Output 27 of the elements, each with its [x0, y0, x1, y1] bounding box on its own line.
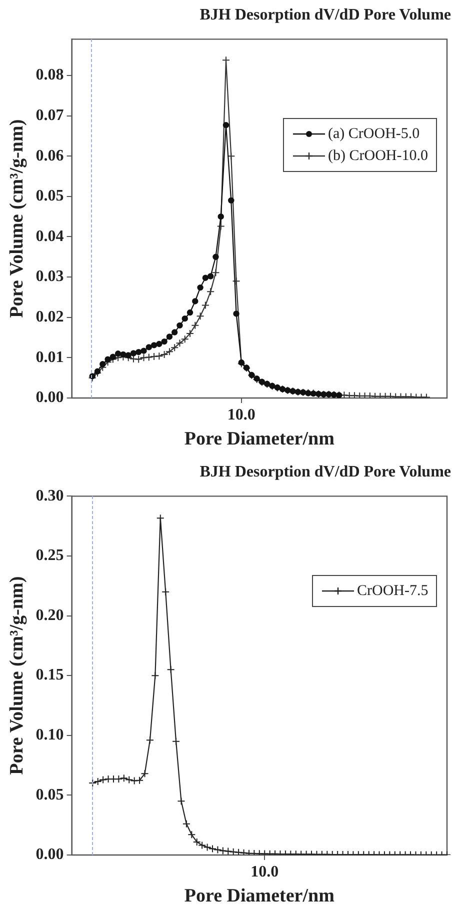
- y-tick-label: 0.02: [36, 308, 64, 326]
- x-axis-title: Pore Diameter/nm: [184, 428, 335, 450]
- y-tick-label: 0.01: [36, 348, 64, 366]
- y-tick-label: 0.07: [36, 106, 64, 124]
- y-tick-label: 0.20: [36, 606, 64, 624]
- y-tick-label: 0.00: [36, 846, 64, 864]
- x-axis-title: Pore Diameter/nm: [184, 886, 335, 907]
- x-tick-label: 10.0: [250, 864, 279, 881]
- y-tick-label: 0.00: [36, 389, 64, 406]
- y-axis-title: Pore Volume (cm³/g-nm): [6, 119, 28, 318]
- x-tick-label: 10.0: [227, 406, 256, 424]
- y-tick-label: 0.05: [36, 786, 64, 804]
- y-tick-label: 0.04: [36, 228, 64, 245]
- y-tick-label: 0.06: [36, 147, 64, 164]
- chart-title: BJH Desorption dV/dD Pore Volume: [200, 6, 451, 24]
- chart-title: BJH Desorption dV/dD Pore Volume: [200, 464, 451, 481]
- y-tick-label: 0.10: [36, 726, 64, 744]
- legend-label: (a) CrOOH-5.0: [328, 125, 420, 144]
- y-axis-title: Pore Volume (cm³/g-nm): [6, 576, 28, 775]
- y-tick-label: 0.08: [36, 66, 64, 84]
- y-tick-label: 0.03: [36, 268, 64, 286]
- y-tick-label: 0.15: [36, 666, 64, 684]
- y-tick-label: 0.30: [36, 487, 64, 504]
- y-tick-label: 0.25: [36, 547, 64, 564]
- legend-label: (b) CrOOH-10.0: [328, 147, 428, 166]
- y-tick-label: 0.05: [36, 188, 64, 205]
- legend-label: CrOOH-7.5: [357, 582, 428, 602]
